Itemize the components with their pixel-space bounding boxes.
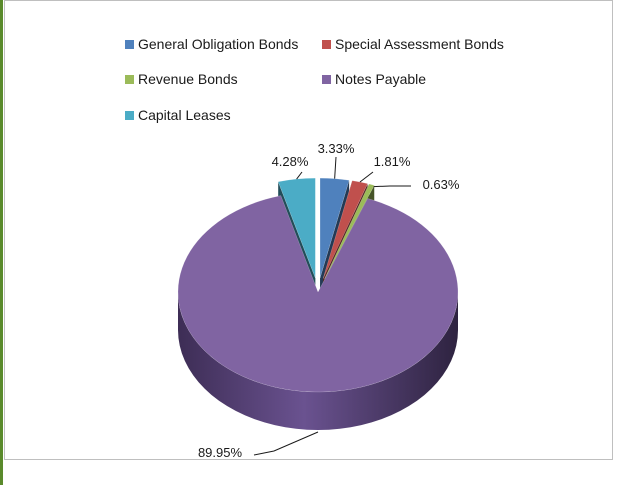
legend-label: Revenue Bonds (138, 71, 238, 87)
data-label: 89.95% (198, 445, 243, 460)
legend-swatch (322, 39, 331, 49)
pie-slices (177, 177, 459, 393)
left-accent-rule (0, 0, 3, 485)
leader-line (334, 156, 337, 179)
legend-item-revenue-bonds: Revenue Bonds (125, 71, 238, 87)
slice-special-assessment-bonds (322, 180, 368, 279)
leader-line (296, 171, 303, 180)
legend-label: General Obligation Bonds (138, 36, 299, 52)
legend: General Obligation Bonds Special Assessm… (0, 0, 618, 150)
slice-notes-payable (177, 195, 459, 393)
legend-item-special-assessment-bonds: Special Assessment Bonds (322, 36, 504, 52)
data-label: 1.81% (374, 154, 411, 169)
data-label: 3.33% (318, 141, 355, 156)
leader-line (253, 431, 319, 456)
legend-swatch (125, 39, 134, 49)
legend-swatch (322, 74, 331, 84)
slice-side-notes-payable (178, 292, 458, 430)
leader-line (373, 185, 411, 188)
slice-revenue-bonds (324, 183, 375, 279)
slice-wall (178, 292, 458, 430)
legend-label: Capital Leases (138, 107, 231, 123)
data-label: 4.28% (272, 154, 309, 169)
leader-line (359, 171, 374, 183)
legend-swatch (125, 110, 134, 120)
legend-item-notes-payable: Notes Payable (322, 71, 426, 87)
legend-swatch (125, 74, 134, 84)
data-label: 0.63% (423, 177, 460, 192)
data-labels: 3.33% 1.81% 0.63% 89.95% 4.28% (198, 141, 460, 460)
legend-label: Special Assessment Bonds (335, 36, 504, 52)
legend-label: Notes Payable (335, 71, 427, 87)
legend-item-general-obligation-bonds: General Obligation Bonds (125, 36, 298, 52)
legend-item-capital-leases: Capital Leases (125, 107, 231, 123)
